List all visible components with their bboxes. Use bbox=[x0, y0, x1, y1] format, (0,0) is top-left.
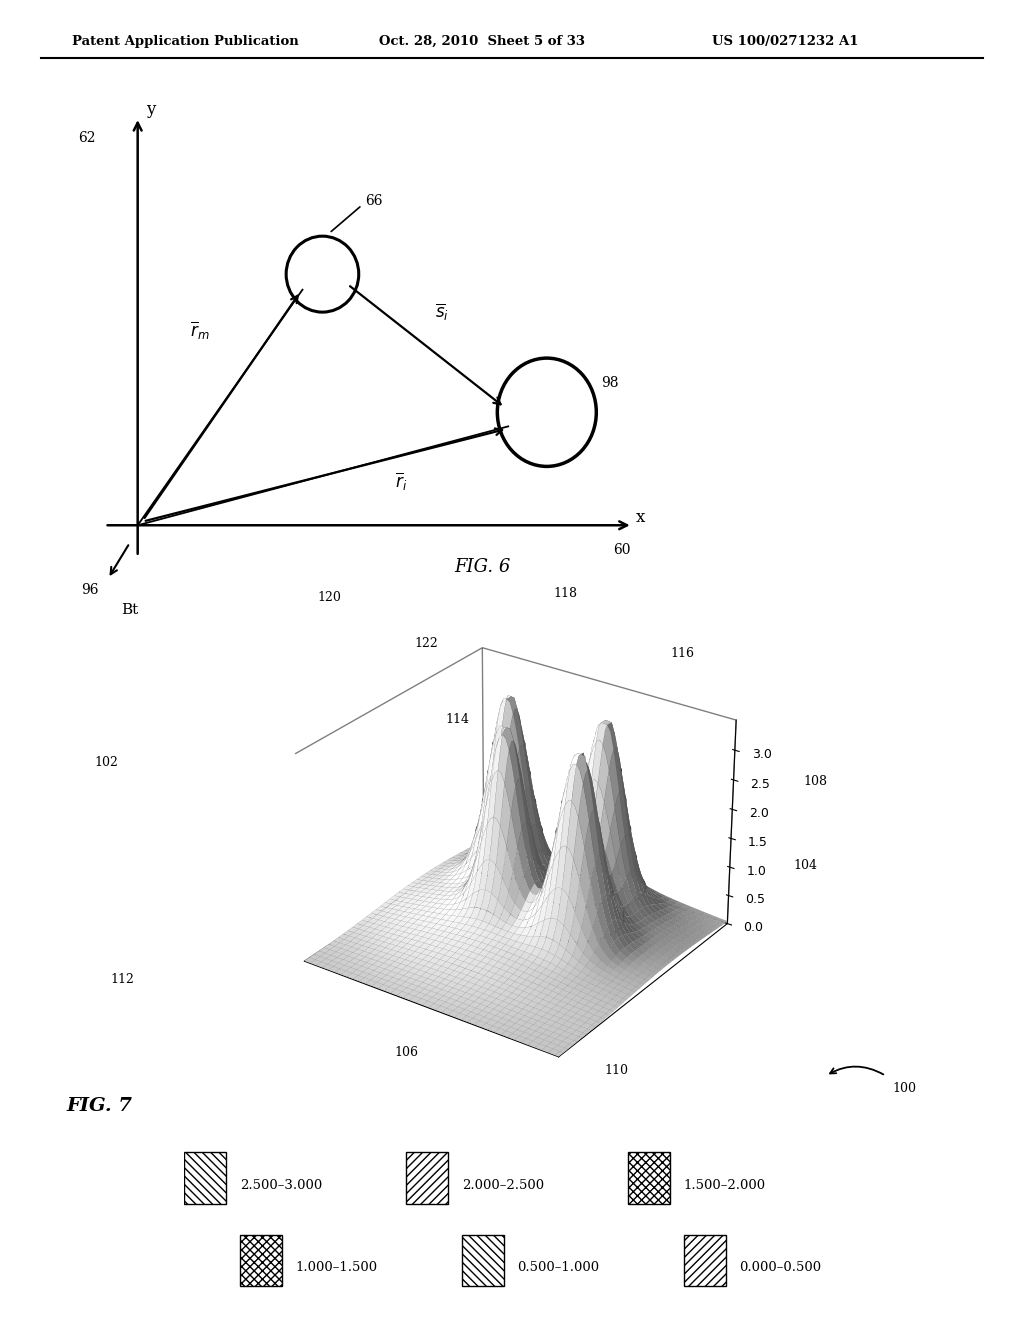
Text: 110: 110 bbox=[604, 1064, 628, 1077]
Text: 62: 62 bbox=[78, 131, 96, 145]
Text: 100: 100 bbox=[893, 1081, 916, 1094]
Text: FIG. 6: FIG. 6 bbox=[455, 558, 511, 577]
Text: y: y bbox=[145, 102, 155, 117]
Text: US 100/0271232 A1: US 100/0271232 A1 bbox=[712, 34, 858, 48]
Text: x: x bbox=[636, 510, 645, 527]
Text: 2.500–3.000: 2.500–3.000 bbox=[240, 1179, 322, 1192]
Text: Oct. 28, 2010  Sheet 5 of 33: Oct. 28, 2010 Sheet 5 of 33 bbox=[379, 34, 585, 48]
FancyBboxPatch shape bbox=[684, 1236, 726, 1287]
Text: 106: 106 bbox=[394, 1045, 418, 1059]
Text: 108: 108 bbox=[804, 775, 827, 788]
Text: 66: 66 bbox=[366, 194, 383, 209]
Text: 0.500–1.000: 0.500–1.000 bbox=[517, 1261, 599, 1274]
Text: $\overline{r}_m$: $\overline{r}_m$ bbox=[190, 319, 210, 342]
Text: 2.000–2.500: 2.000–2.500 bbox=[462, 1179, 544, 1192]
Text: 114: 114 bbox=[445, 713, 469, 726]
Text: $\overline{s}_i$: $\overline{s}_i$ bbox=[434, 302, 449, 323]
Text: 102: 102 bbox=[94, 755, 118, 768]
Text: $\overline{r}_i$: $\overline{r}_i$ bbox=[395, 470, 408, 492]
Text: 120: 120 bbox=[317, 590, 341, 603]
Text: 112: 112 bbox=[111, 973, 134, 986]
Text: Bt: Bt bbox=[121, 603, 138, 616]
FancyBboxPatch shape bbox=[184, 1152, 226, 1204]
Text: 96: 96 bbox=[82, 583, 99, 598]
Text: Patent Application Publication: Patent Application Publication bbox=[72, 34, 298, 48]
Text: FIG. 7: FIG. 7 bbox=[67, 1097, 132, 1115]
Text: 118: 118 bbox=[553, 586, 577, 599]
Text: 122: 122 bbox=[415, 636, 438, 649]
Text: 60: 60 bbox=[612, 543, 631, 557]
FancyBboxPatch shape bbox=[462, 1236, 504, 1287]
FancyBboxPatch shape bbox=[628, 1152, 671, 1204]
Text: 98: 98 bbox=[601, 376, 618, 391]
Text: 1.500–2.000: 1.500–2.000 bbox=[684, 1179, 766, 1192]
FancyBboxPatch shape bbox=[240, 1236, 282, 1287]
Text: 1.000–1.500: 1.000–1.500 bbox=[295, 1261, 378, 1274]
FancyBboxPatch shape bbox=[407, 1152, 449, 1204]
Text: 0.000–0.500: 0.000–0.500 bbox=[739, 1261, 821, 1274]
Text: 104: 104 bbox=[794, 858, 817, 871]
Text: 116: 116 bbox=[671, 647, 694, 660]
